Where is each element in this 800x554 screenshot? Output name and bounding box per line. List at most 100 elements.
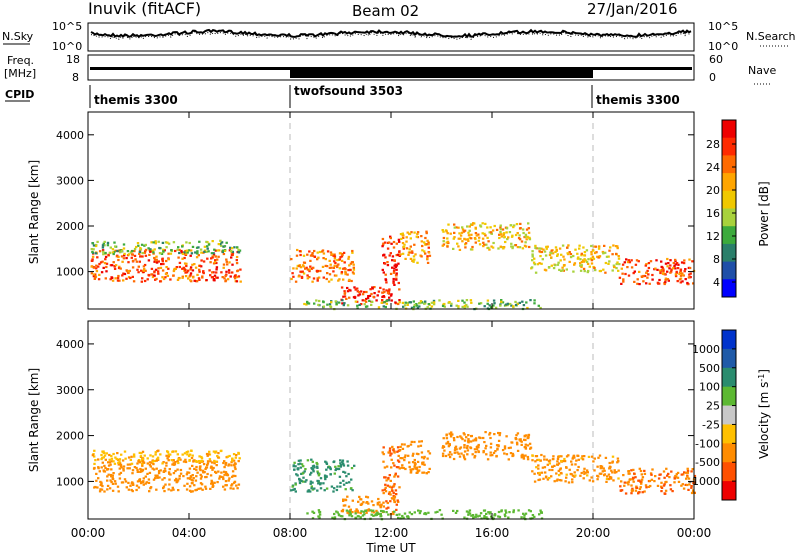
echo-cell-region-9	[639, 480, 642, 483]
echo-cell-region-6	[418, 465, 421, 469]
echo-cell-region-9	[687, 488, 690, 491]
echo-cell-region-5	[395, 272, 398, 275]
echo-cell-region-7	[511, 247, 514, 250]
echo-cell-region-10	[337, 514, 341, 517]
echo-cell-region-9	[671, 267, 675, 270]
echo-cell-region-9	[658, 473, 661, 476]
echo-cell-region-9	[688, 483, 691, 486]
echo-cell-region-2	[138, 250, 142, 253]
echo-cell-region-7	[453, 439, 456, 442]
echo-cell-region-3	[309, 473, 312, 476]
echo-cell-region-8	[594, 269, 597, 272]
echo-cell-region-9	[634, 263, 638, 266]
echo-cell-region-1	[159, 469, 162, 472]
echo-cell-region-9	[673, 264, 676, 267]
echo-cell-region-4	[381, 299, 384, 302]
echo-cell-region-8	[584, 259, 587, 262]
noise-sky-trace	[90, 28, 692, 39]
echo-cell-region-1	[184, 460, 188, 464]
echo-cell-region-5	[389, 454, 392, 457]
echo-cell-region-10	[345, 509, 349, 512]
echo-cell-region-9	[691, 468, 694, 471]
echo-cell-region-2	[116, 452, 119, 455]
echo-cell-region-2	[102, 242, 105, 245]
echo-cell-region-8	[600, 467, 603, 470]
echo-cell-region-1	[154, 278, 157, 281]
echo-cell-region-7	[493, 224, 496, 228]
echo-cell-region-1	[142, 477, 145, 480]
echo-cell-region-5	[392, 271, 396, 274]
echo-cell-region-4	[379, 506, 382, 509]
echo-cell-region-8	[581, 455, 584, 458]
echo-cell-region-7	[518, 234, 521, 237]
echo-cell-region-5	[382, 253, 386, 257]
echo-cell-region-6	[406, 231, 409, 234]
echo-cell-region-1	[213, 279, 216, 282]
echo-cell-region-8	[585, 260, 589, 264]
echo-cell-region-7	[492, 241, 495, 245]
echo-cell-region-7	[442, 243, 446, 246]
echo-cell-region-2	[92, 248, 95, 251]
echo-cell-region-9	[680, 473, 683, 476]
echo-cell-region-3	[325, 461, 328, 464]
echo-cell-region-3	[293, 487, 296, 491]
echo-cell-region-2	[234, 456, 237, 459]
echo-cell-region-2	[220, 449, 223, 452]
echo-cell-region-9	[645, 282, 648, 285]
echo-cell-region-2	[166, 457, 169, 460]
echo-cell-region-7	[468, 229, 471, 232]
echo-cell-region-2	[157, 240, 160, 243]
echo-cell-region-9	[690, 486, 693, 489]
echo-cell-region-5	[392, 484, 396, 487]
echo-cell-region-3	[315, 269, 319, 272]
echo-cell-region-5	[393, 267, 396, 270]
echo-cell-region-10	[523, 516, 526, 519]
echo-cell-region-9	[669, 271, 672, 274]
echo-cell-region-1	[231, 252, 235, 255]
echo-cell-region-9	[670, 470, 673, 473]
echo-cell-region-1	[176, 479, 180, 482]
echo-cell-region-9	[620, 267, 623, 270]
echo-cell-region-6	[404, 257, 407, 260]
echo-cell-region-1	[193, 263, 196, 266]
echo-cell-region-3	[308, 276, 311, 279]
echo-cell-region-1	[186, 477, 190, 480]
echo-cell-region-7	[527, 433, 531, 436]
echo-cell-region-1	[222, 252, 226, 256]
echo-cell-region-1	[224, 280, 227, 283]
echo-cell-region-9	[681, 272, 684, 275]
echo-cell-region-10	[504, 509, 507, 512]
echo-cell-region-4	[370, 500, 374, 503]
echo-cell-region-7	[471, 245, 474, 249]
echo-cell-region-9	[659, 271, 662, 275]
echo-cell-region-2	[108, 453, 111, 457]
echo-cell-region-1	[152, 468, 156, 471]
echo-cell-region-2	[133, 247, 137, 251]
echo-cell-region-7	[489, 226, 492, 229]
echo-cell-region-1	[222, 470, 226, 473]
power-colorbar-tick-label: 8	[713, 253, 720, 266]
echo-cell-region-8	[597, 247, 601, 250]
echo-cell-region-9	[671, 490, 674, 493]
echo-cell-region-4	[345, 297, 348, 300]
echo-cell-region-10	[487, 511, 490, 514]
echo-cell-region-8	[582, 267, 586, 270]
echo-cell-region-1	[95, 267, 98, 270]
echo-cell-region-1	[131, 275, 134, 278]
echo-cell-region-10	[407, 516, 410, 519]
echo-cell-region-10	[430, 305, 434, 308]
echo-cell-region-5	[389, 272, 393, 275]
echo-cell-region-5	[396, 459, 400, 462]
echo-cell-region-3	[299, 253, 302, 257]
echo-cell-region-2	[112, 452, 115, 456]
echo-cell-region-1	[193, 484, 196, 487]
echo-cell-region-7	[486, 236, 489, 239]
echo-cell-region-6	[426, 257, 429, 260]
echo-cell-region-6	[408, 251, 412, 254]
echo-cell-region-9	[641, 491, 644, 494]
y-tick-label: 2000	[56, 430, 84, 443]
power-colorbar-swatch	[722, 184, 736, 192]
echo-cell-region-2	[131, 249, 134, 253]
echo-cell-region-10	[434, 511, 437, 514]
echo-cell-region-10	[512, 511, 515, 514]
